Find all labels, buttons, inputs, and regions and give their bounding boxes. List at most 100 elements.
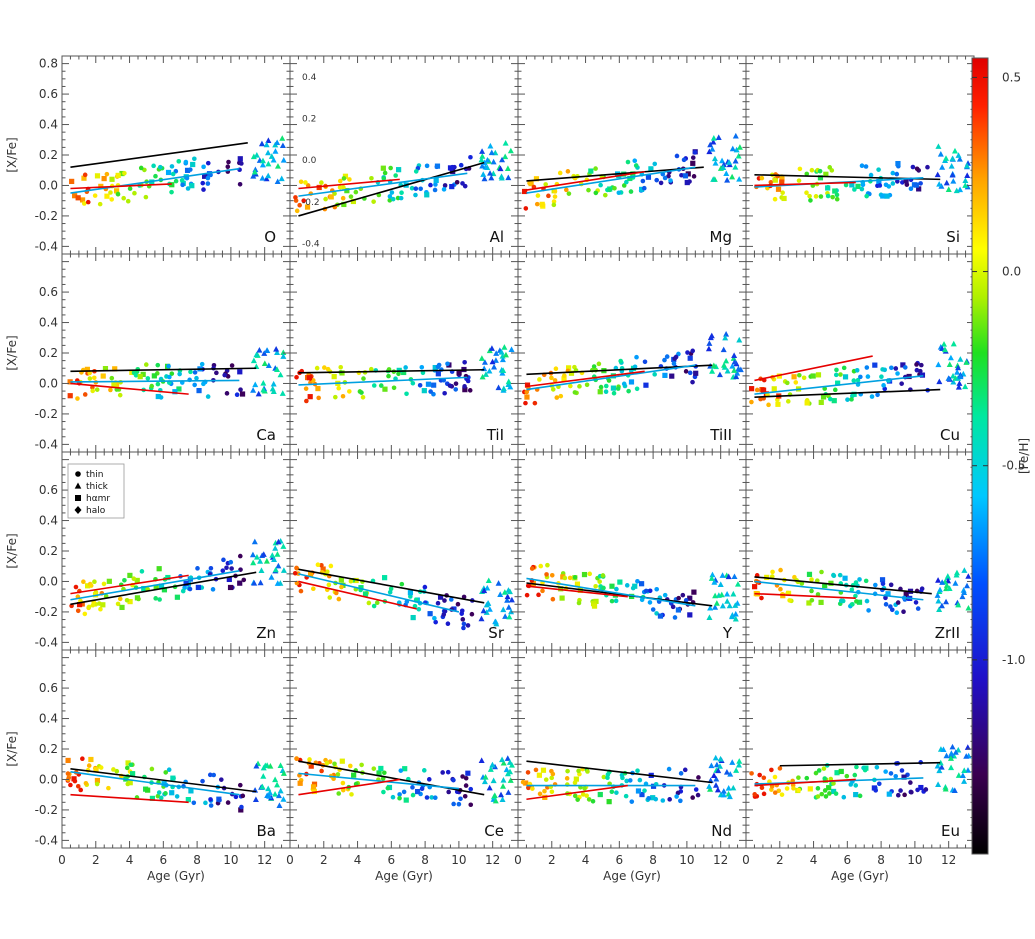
- thin-point: [543, 182, 548, 187]
- thin-point: [894, 610, 900, 616]
- thick-point: [268, 574, 275, 580]
- thin-point: [910, 164, 916, 170]
- thin-point: [766, 402, 771, 408]
- thin-point: [572, 793, 578, 799]
- thin-point: [426, 777, 432, 782]
- thick-point: [272, 776, 279, 783]
- thick-point: [963, 753, 970, 759]
- hamr-point: [174, 594, 180, 600]
- thick-point: [492, 797, 499, 804]
- hamr-point: [79, 197, 86, 203]
- thin-point: [882, 386, 888, 392]
- panel-frame: [517, 649, 747, 849]
- hamr-point: [311, 781, 318, 787]
- thick-point: [946, 585, 953, 591]
- trend-line-2: [526, 370, 645, 388]
- thick-point: [500, 777, 507, 783]
- thin-point: [388, 165, 393, 171]
- thin-point: [596, 361, 602, 367]
- trend-line-1: [754, 580, 924, 601]
- thin-point: [883, 602, 889, 607]
- thin-point: [301, 198, 307, 203]
- thin-point: [670, 604, 676, 610]
- xtick-label: 10: [451, 853, 466, 867]
- thin-point: [769, 767, 774, 773]
- thin-point: [399, 190, 404, 196]
- thick-point: [939, 579, 946, 585]
- thick-point: [954, 369, 961, 375]
- thick-point: [257, 558, 264, 564]
- hamr-point: [779, 176, 785, 182]
- element-label: Ca: [256, 426, 276, 444]
- panel-cu: Cu: [745, 253, 975, 453]
- thin-point: [237, 181, 243, 187]
- xtick-label: 6: [160, 853, 168, 867]
- thin-point: [562, 373, 567, 378]
- thin-point: [226, 159, 231, 165]
- hamr-point: [851, 391, 857, 397]
- trend-line-1: [298, 376, 468, 386]
- thin-point: [239, 804, 244, 810]
- thin-point: [566, 191, 572, 196]
- thin-point: [416, 606, 422, 612]
- hamr-point: [639, 791, 645, 798]
- thin-point: [203, 800, 208, 806]
- hamr-point: [306, 375, 313, 381]
- thick-point: [498, 173, 505, 179]
- thin-point: [91, 375, 97, 381]
- hamr-point: [127, 599, 133, 605]
- thin-point: [432, 615, 437, 621]
- thin-point: [895, 371, 900, 376]
- thin-point: [445, 621, 451, 627]
- thin-point: [109, 197, 115, 202]
- thin-point: [894, 171, 900, 177]
- scatter-points: [749, 743, 972, 800]
- thin-point: [128, 762, 134, 768]
- hamr-point: [781, 195, 787, 202]
- thin-point: [853, 593, 858, 599]
- hamr-point: [331, 374, 337, 380]
- thick-point: [263, 141, 270, 148]
- thin-point: [639, 597, 645, 603]
- thick-point: [265, 362, 272, 369]
- thin-point: [533, 767, 539, 773]
- thin-point: [462, 384, 467, 389]
- thin-point: [201, 164, 206, 170]
- al-ytick-label: 0.2: [302, 115, 316, 125]
- hamr-point: [657, 613, 664, 619]
- thin-point: [796, 775, 801, 780]
- thin-point: [614, 586, 619, 592]
- thin-point: [75, 608, 81, 614]
- thick-point: [709, 146, 716, 152]
- thin-point: [591, 364, 597, 369]
- thin-point: [337, 185, 343, 190]
- thin-point: [791, 786, 796, 791]
- hamr-point: [573, 776, 579, 782]
- thick-point: [734, 581, 741, 587]
- thin-point: [188, 167, 193, 172]
- thick-point: [499, 796, 506, 803]
- thin-point: [889, 365, 894, 371]
- thin-point: [390, 196, 396, 202]
- hamr-point: [425, 381, 432, 387]
- thick-point: [951, 787, 958, 793]
- thin-point: [224, 565, 229, 571]
- thin-point: [778, 586, 783, 592]
- thin-point: [413, 192, 418, 198]
- thin-point: [292, 570, 298, 576]
- thin-point: [558, 393, 564, 399]
- thin-point: [73, 584, 79, 590]
- thin-point: [864, 598, 870, 604]
- thin-point: [341, 185, 346, 190]
- thin-point: [96, 601, 102, 606]
- thick-point: [498, 348, 505, 355]
- thin-point: [613, 598, 619, 604]
- scatter-points: [521, 331, 744, 406]
- thin-point: [86, 604, 92, 610]
- thin-point: [549, 572, 555, 578]
- thick-point: [251, 580, 258, 586]
- thick-point: [272, 148, 279, 154]
- thick-point: [280, 796, 287, 802]
- thin-point: [461, 625, 466, 631]
- thin-point: [115, 191, 121, 197]
